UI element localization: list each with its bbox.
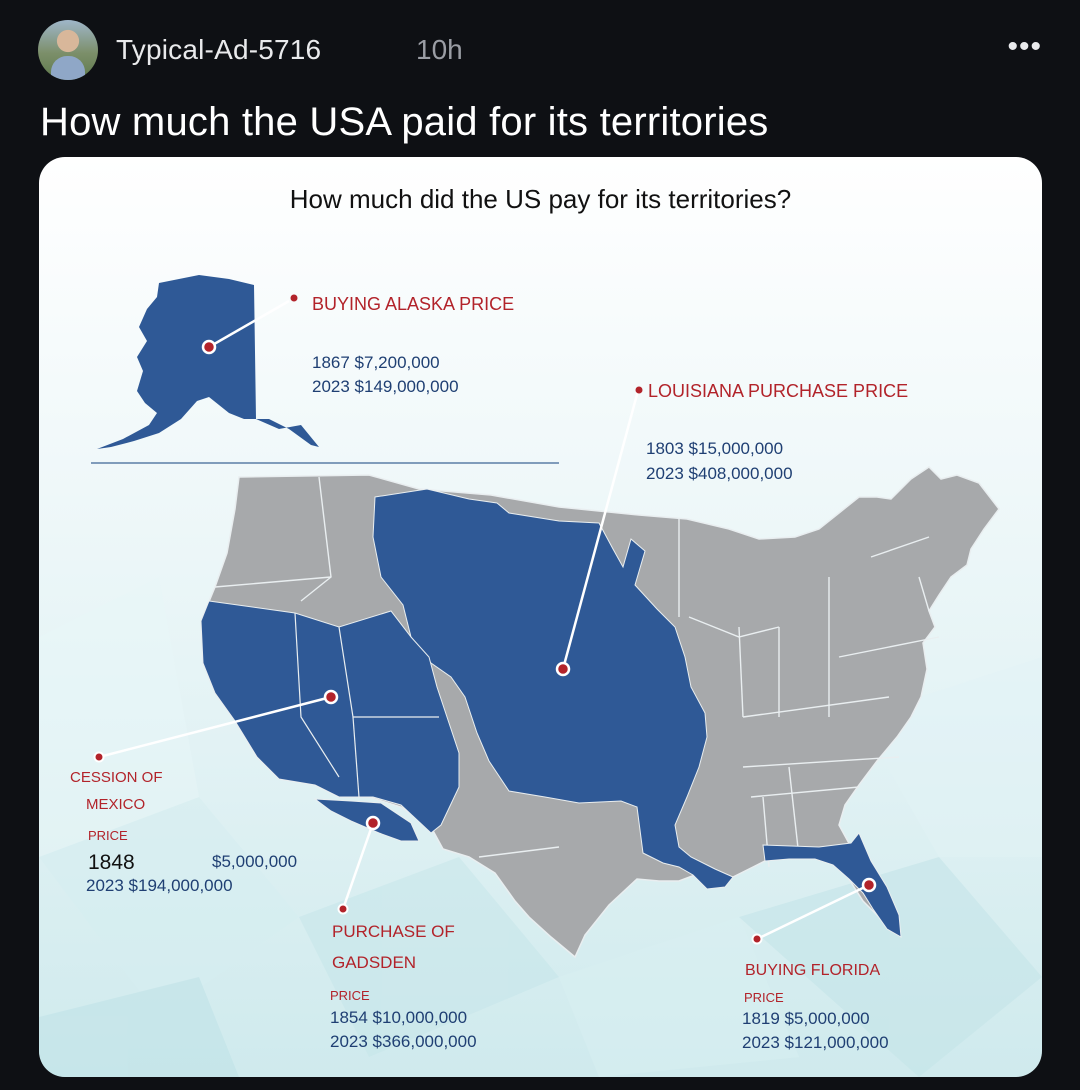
leader-lines <box>98 299 870 941</box>
mexico-heading-1: CESSION OF <box>70 769 163 786</box>
florida-price-label: PRICE <box>744 990 784 1005</box>
map-title: How much did the US pay for its territor… <box>289 184 792 214</box>
more-options-icon[interactable]: ••• <box>1007 30 1042 63</box>
mexico-price-1848: $5,000,000 <box>212 852 298 871</box>
background-polygons <box>39 577 1042 1077</box>
gadsden-heading-2: GADSDEN <box>332 953 417 972</box>
timestamp: 10h <box>416 34 463 65</box>
gadsden-price-label: PRICE <box>330 988 370 1003</box>
alaska-territory <box>97 275 327 449</box>
florida-heading: BUYING FLORIDA <box>745 962 881 979</box>
mexico-year: 1848 <box>88 851 135 874</box>
alaska-price-1867: 1867 $7,200,000 <box>312 353 440 372</box>
gadsden-price-2023: 2023 $366,000,000 <box>330 1032 477 1051</box>
gadsden-price-1854: 1854 $10,000,000 <box>330 1008 468 1027</box>
louisiana-price-1803: 1803 $15,000,000 <box>646 439 784 458</box>
mexico-heading-2: MEXICO <box>86 796 146 813</box>
alaska-price-2023: 2023 $149,000,000 <box>312 377 459 396</box>
louisiana-purchase-territory <box>372 488 734 890</box>
username[interactable]: Typical-Ad-5716 <box>116 34 322 65</box>
markers <box>93 294 877 945</box>
map-graphic <box>39 275 1042 1077</box>
louisiana-heading: LOUISIANA PURCHASE PRICE <box>648 381 909 401</box>
florida-territory <box>762 832 902 938</box>
post-header: Typical-Ad-5716 10h ••• <box>38 20 1042 82</box>
mexico-price-label: PRICE <box>88 828 128 843</box>
mexican-cession-territory <box>200 600 460 834</box>
louisiana-price-2023: 2023 $408,000,000 <box>646 464 793 483</box>
alaska-heading: BUYING ALASKA PRICE <box>312 294 515 314</box>
mexico-price-2023: 2023 $194,000,000 <box>86 876 233 895</box>
map-image[interactable]: How much did the US pay for its territor… <box>39 157 1042 1077</box>
avatar[interactable] <box>38 20 98 80</box>
gadsden-heading-1: PURCHASE OF <box>332 922 455 941</box>
post-title[interactable]: How much the USA paid for its territorie… <box>40 100 769 144</box>
florida-price-2023: 2023 $121,000,000 <box>742 1033 889 1052</box>
florida-price-1819: 1819 $5,000,000 <box>742 1009 870 1028</box>
